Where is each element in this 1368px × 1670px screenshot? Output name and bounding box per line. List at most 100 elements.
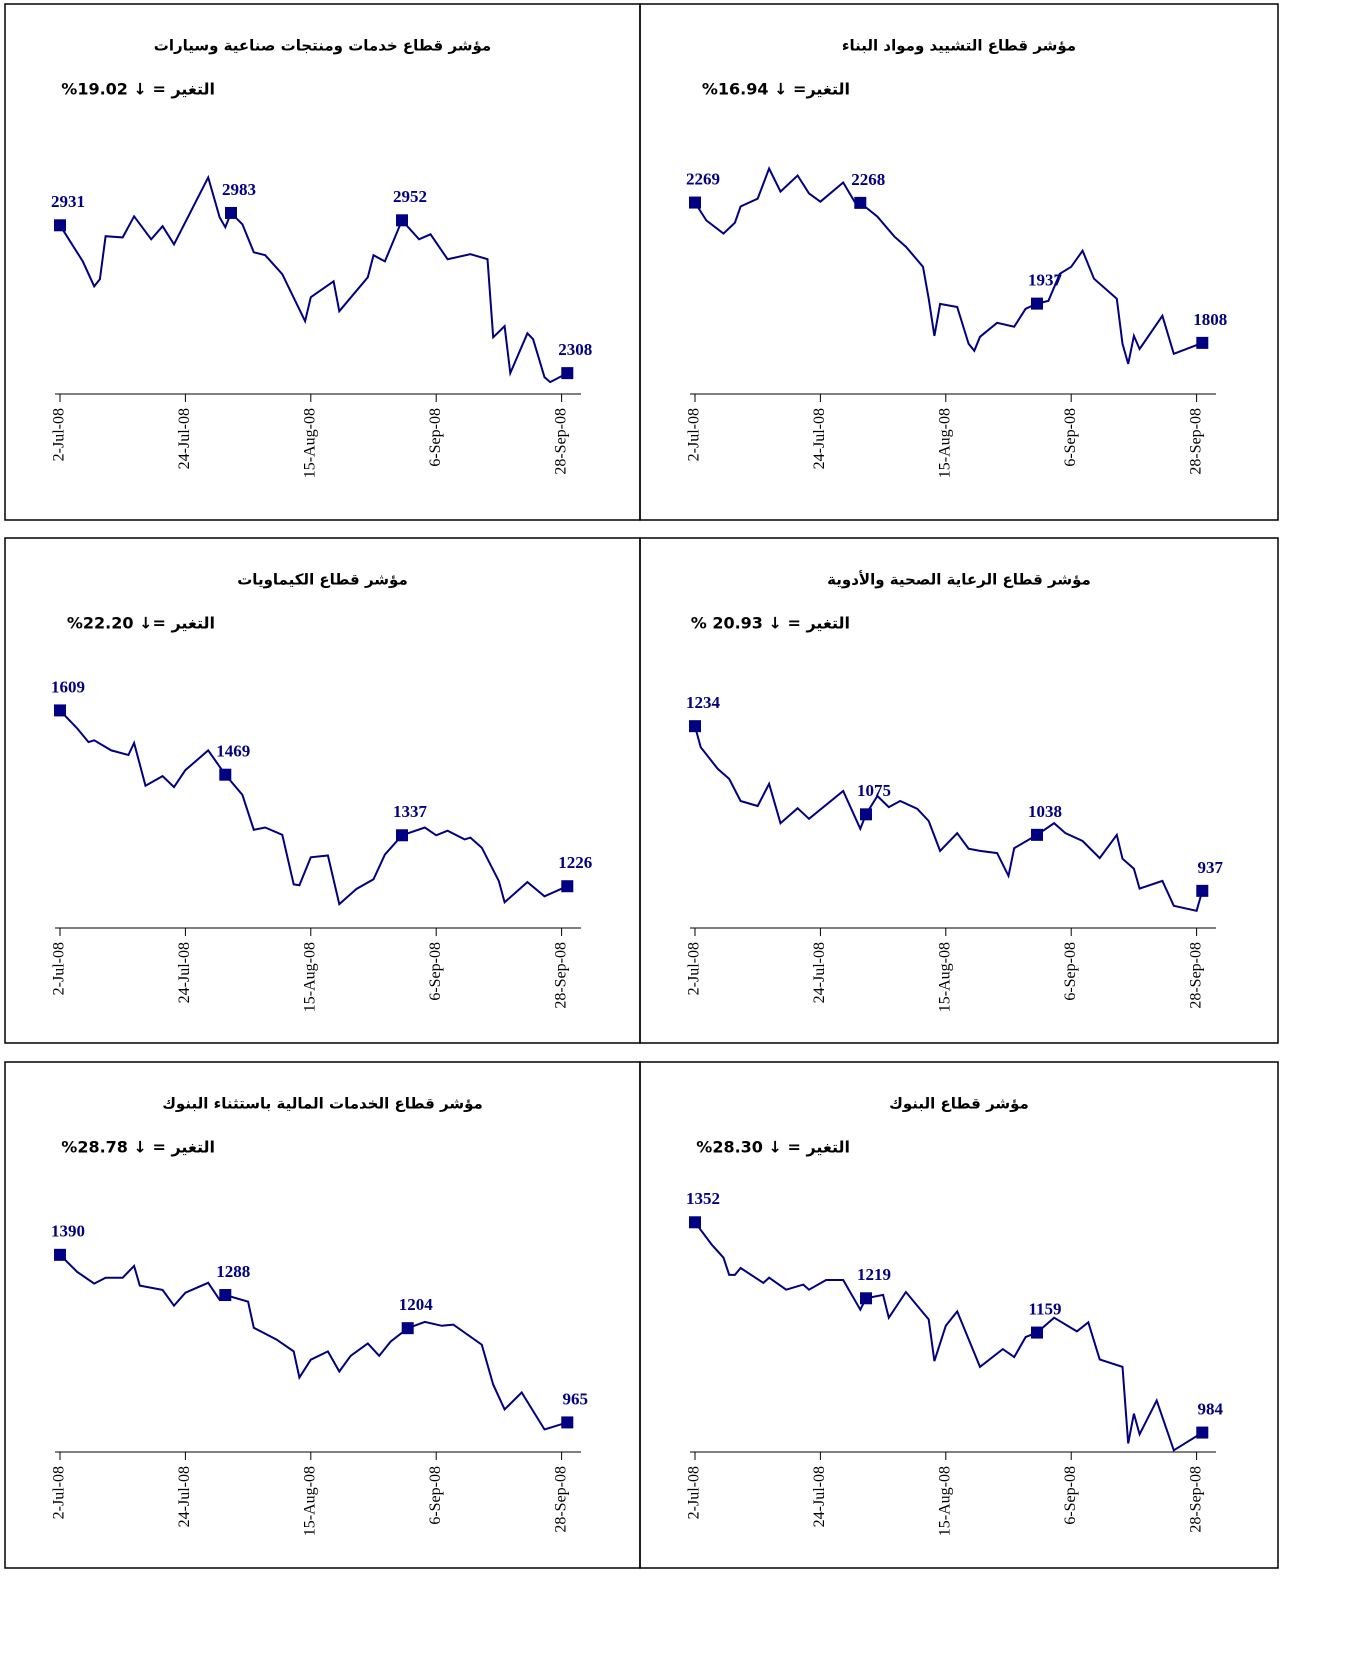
x-tick-label: 28-Sep-08 (1187, 408, 1204, 475)
marker (1031, 1326, 1043, 1339)
x-tick-label: 24-Jul-08 (176, 1466, 193, 1527)
x-tick-label: 24-Jul-08 (811, 1466, 828, 1527)
x-tick-label: 2-Jul-08 (51, 408, 68, 461)
marker (854, 196, 867, 209)
line (59, 709, 568, 906)
marker (689, 196, 701, 209)
panel-border (639, 3, 1279, 521)
x-tick-label: 6-Sep-08 (1062, 942, 1079, 1001)
marker (1196, 884, 1209, 897)
chart-title: مؤشر قطاع الخدمات المالية باستثناء البنو… (162, 1095, 483, 1113)
data-label: 1937 (1028, 271, 1063, 290)
marker (689, 720, 701, 733)
marker (561, 1416, 574, 1429)
change-label: التغير = ↓ 20.93 % (691, 614, 850, 633)
x-tick-label: 15-Aug-08 (936, 408, 953, 478)
line (59, 1254, 568, 1431)
x-tick-label: 2-Jul-08 (686, 1466, 703, 1519)
x-tick-label: 28-Sep-08 (552, 942, 569, 1009)
data-label: 1808 (1193, 310, 1227, 329)
marker (225, 206, 237, 219)
marker (561, 880, 574, 893)
data-label: 1352 (686, 1189, 720, 1208)
data-label: 1234 (686, 693, 721, 712)
data-label: 1204 (399, 1295, 434, 1314)
data-label: 1159 (1028, 1299, 1061, 1318)
marker (1196, 336, 1209, 349)
x-tick-label: 6-Sep-08 (427, 942, 444, 1001)
x-tick-label: 6-Sep-08 (427, 1466, 444, 1525)
marker (860, 1292, 872, 1305)
marker (689, 1216, 701, 1229)
panel-border (639, 537, 1279, 1044)
x-tick-label: 28-Sep-08 (552, 408, 569, 475)
data-label: 937 (1198, 858, 1224, 877)
data-label: 1219 (857, 1265, 891, 1284)
chart-title: مؤشر قطاع الرعاية الصحية والأدوية (827, 571, 1091, 589)
change-label: التغير= ↓ 16.94% (702, 80, 850, 99)
data-label: 2931 (51, 192, 85, 211)
marker (1031, 297, 1043, 310)
marker (1031, 828, 1043, 841)
marker (860, 808, 872, 821)
x-tick-label: 15-Aug-08 (301, 942, 318, 1012)
x-tick-label: 2-Jul-08 (51, 942, 68, 995)
marker (54, 704, 66, 717)
change-label: التغير = ↓ 19.02% (61, 80, 215, 99)
marker (219, 1289, 232, 1302)
change-label: التغير = ↓ 28.30% (696, 1138, 850, 1157)
data-label: 984 (1198, 1399, 1224, 1418)
x-tick-label: 24-Jul-08 (811, 408, 828, 469)
x-tick-label: 28-Sep-08 (552, 1466, 569, 1533)
data-label: 2952 (393, 187, 427, 206)
marker (54, 219, 66, 232)
data-label: 1609 (51, 677, 85, 696)
marker (396, 829, 408, 842)
marker (1196, 1426, 1209, 1439)
marker (219, 768, 232, 781)
x-tick-label: 28-Sep-08 (1187, 1466, 1204, 1533)
chart-title: مؤشر قطاع خدمات ومنتجات صناعية وسيارات (154, 37, 491, 55)
x-tick-label: 6-Sep-08 (427, 408, 444, 467)
line (694, 1221, 1203, 1452)
data-label: 965 (563, 1389, 589, 1408)
x-tick-label: 15-Aug-08 (301, 408, 318, 478)
x-tick-label: 15-Aug-08 (301, 1466, 318, 1536)
marker (401, 1322, 414, 1335)
panel-border (639, 1061, 1279, 1569)
line (694, 165, 1203, 365)
x-tick-label: 15-Aug-08 (936, 942, 953, 1012)
x-tick-label: 24-Jul-08 (176, 408, 193, 469)
chart-title: مؤشر قطاع البنوك (889, 1095, 1029, 1113)
x-tick-label: 2-Jul-08 (51, 1466, 68, 1519)
data-label: 1075 (857, 781, 891, 800)
data-label: 2268 (851, 170, 885, 189)
data-label: 1469 (216, 742, 250, 761)
change-label: التغير = ↓ 28.78% (61, 1138, 215, 1157)
line (59, 174, 568, 384)
chart-title: مؤشر قطاع التشييد ومواد البناء (842, 37, 1076, 55)
data-label: 2983 (222, 180, 256, 199)
marker (54, 1248, 66, 1261)
chart-title: مؤشر قطاع الكيماويات (237, 571, 408, 589)
x-tick-label: 24-Jul-08 (811, 942, 828, 1003)
x-tick-label: 24-Jul-08 (176, 942, 193, 1003)
line (694, 725, 1204, 912)
x-tick-label: 15-Aug-08 (936, 1466, 953, 1536)
data-label: 1038 (1028, 802, 1062, 821)
data-label: 1226 (558, 853, 592, 872)
marker (396, 214, 408, 227)
marker (561, 367, 574, 380)
data-label: 2308 (558, 340, 592, 359)
x-tick-label: 6-Sep-08 (1062, 408, 1079, 467)
x-tick-label: 6-Sep-08 (1062, 1466, 1079, 1525)
data-label: 1390 (51, 1222, 85, 1241)
data-label: 1337 (393, 802, 428, 821)
x-tick-label: 2-Jul-08 (686, 408, 703, 461)
data-label: 2269 (686, 169, 720, 188)
x-tick-label: 28-Sep-08 (1187, 942, 1204, 1009)
x-tick-label: 2-Jul-08 (686, 942, 703, 995)
change-label: التغير =↓ 22.20% (67, 614, 215, 633)
data-label: 1288 (216, 1262, 250, 1281)
